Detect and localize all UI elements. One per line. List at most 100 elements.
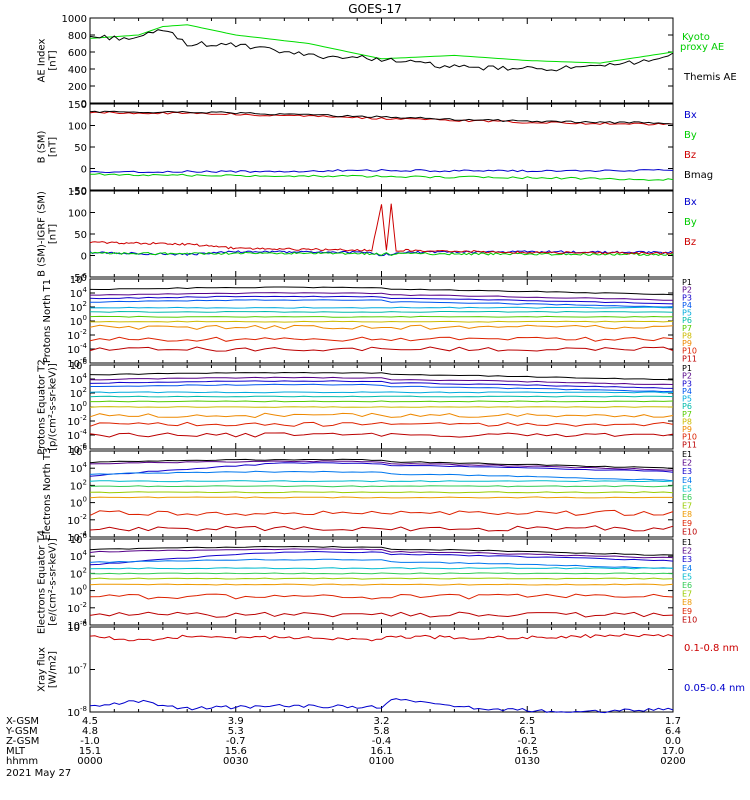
y-axis-label: Electrons North T3 xyxy=(42,447,53,540)
tick-label: 106 xyxy=(70,272,88,286)
legend-entry: 0.1-0.8 nm xyxy=(684,643,739,654)
series-line xyxy=(90,292,674,301)
legend-entry: P2 xyxy=(682,286,692,295)
series-line xyxy=(89,485,674,488)
panel-frame xyxy=(89,17,674,104)
tick-label: 50 xyxy=(74,143,87,154)
legend-entry: E4 xyxy=(682,564,692,573)
series-line xyxy=(89,299,674,308)
series-line xyxy=(89,633,674,642)
footer-row-label: MLT xyxy=(6,746,25,757)
tick-label: 150 xyxy=(68,187,87,198)
legend-entry: E10 xyxy=(682,527,697,536)
series-line xyxy=(89,286,674,296)
legend-entry: P1 xyxy=(682,278,692,287)
series-line xyxy=(89,395,674,398)
footer-value: 0030 xyxy=(223,756,249,767)
legend-entry: E9 xyxy=(682,607,692,616)
series-line xyxy=(89,346,674,352)
tick-label: 10-4 xyxy=(67,530,87,544)
tick-label: 106 xyxy=(70,532,88,546)
footer-value: -0.2 xyxy=(517,736,538,747)
legend-entry: P8 xyxy=(682,417,692,426)
tick-label: 100 xyxy=(70,314,87,328)
tick-label: 106 xyxy=(70,444,88,458)
footer-value: 15.6 xyxy=(224,746,247,757)
y-axis-label: B (SM) xyxy=(37,130,48,163)
panel-7: 10-4 10-2 100 102 104 106 Electrons Equator T4… xyxy=(37,530,698,634)
series-line xyxy=(90,383,674,393)
series-line xyxy=(89,432,674,438)
legend-entry: E5 xyxy=(682,572,692,581)
y-axis-label: [nT] xyxy=(48,224,59,244)
footer-value: 0.0 xyxy=(665,736,681,747)
footer-value: -0.7 xyxy=(225,736,246,747)
legend-entry: E1 xyxy=(682,450,692,459)
legend-entry: Bz xyxy=(684,237,696,248)
tick-label: 0 xyxy=(81,99,87,110)
panel-frame xyxy=(89,626,674,713)
y-axis-label: [e/(cm²-s-sr-keV)] xyxy=(48,538,59,626)
legend-entry: Bx xyxy=(684,110,697,121)
tick-label: 102 xyxy=(70,300,87,314)
legend-entry: P11 xyxy=(682,440,697,449)
series-line xyxy=(89,558,674,569)
y-axis-label: Protons Equator T2 xyxy=(37,359,48,455)
panel-8: 10-8 10-7 10-6 Xray flux [W/m2] 0.1-0.8 nm 0.0… xyxy=(37,620,746,719)
series-line xyxy=(89,306,673,309)
tick-label: 10-2 xyxy=(67,328,87,342)
series-line xyxy=(89,391,674,394)
legend-entry: Bmag xyxy=(684,170,713,181)
series-line xyxy=(89,491,674,494)
legend-entry: Themis AE xyxy=(683,72,737,83)
footer-value: 16.1 xyxy=(370,746,393,757)
legend-entry: E6 xyxy=(682,581,692,590)
legend-entry: P6 xyxy=(682,402,692,411)
series-line xyxy=(89,110,674,125)
legend-entry: P3 xyxy=(682,293,692,302)
series-line xyxy=(89,525,674,532)
tick-label: 10-4 xyxy=(67,342,87,356)
y-axis-label: AE Index xyxy=(37,38,48,82)
legend-entry: P9 xyxy=(682,425,692,434)
y-axis-label: B (SM)-IGRF (SM) xyxy=(37,191,48,277)
tick-label: 10-2 xyxy=(67,601,87,615)
series-line xyxy=(89,406,674,408)
legend-entry: Bz xyxy=(684,150,696,161)
tick-label: 104 xyxy=(70,372,88,386)
legend-entry: E2 xyxy=(682,459,692,468)
series-line xyxy=(89,698,674,714)
legend-entry: E5 xyxy=(682,484,692,493)
series-line xyxy=(89,251,674,257)
series-line xyxy=(89,611,674,618)
series-line xyxy=(89,315,674,318)
tick-label: 10-4 xyxy=(67,618,87,632)
footer-value: 3.9 xyxy=(227,716,244,727)
legend-entry: E9 xyxy=(682,519,692,528)
series-line xyxy=(89,583,674,586)
tick-label: 150 xyxy=(68,100,87,111)
legend-entry: E8 xyxy=(682,510,692,519)
legend-entry: E8 xyxy=(682,598,692,607)
tick-label: 106 xyxy=(70,358,88,372)
panel-2: -50 0 50 100 150 B (SM) [nT] Bx By Bz Bmag xyxy=(37,100,714,197)
legend-entry: P6 xyxy=(682,316,692,325)
series-line xyxy=(89,509,674,516)
tick-label: 100 xyxy=(70,584,87,598)
footer-value: 17.0 xyxy=(661,746,685,757)
tick-label: 100 xyxy=(68,209,87,220)
series-line xyxy=(89,111,674,126)
legend-entry: P8 xyxy=(682,331,692,340)
series-line xyxy=(89,458,674,470)
panel-3: -50 0 50 100 150 B (SM)-IGRF (SM) [nT] Bx By Bz xyxy=(37,187,697,284)
footer-value: -1.0 xyxy=(80,736,100,747)
tick-label: -50 xyxy=(71,186,87,197)
footer-value: 0200 xyxy=(660,756,686,767)
legend-entry: E1 xyxy=(682,538,692,547)
tick-label: 100 xyxy=(70,496,87,510)
footer-value: 4.8 xyxy=(82,726,98,737)
legend-entry: E10 xyxy=(682,615,697,624)
legend-entry: E2 xyxy=(682,547,692,556)
